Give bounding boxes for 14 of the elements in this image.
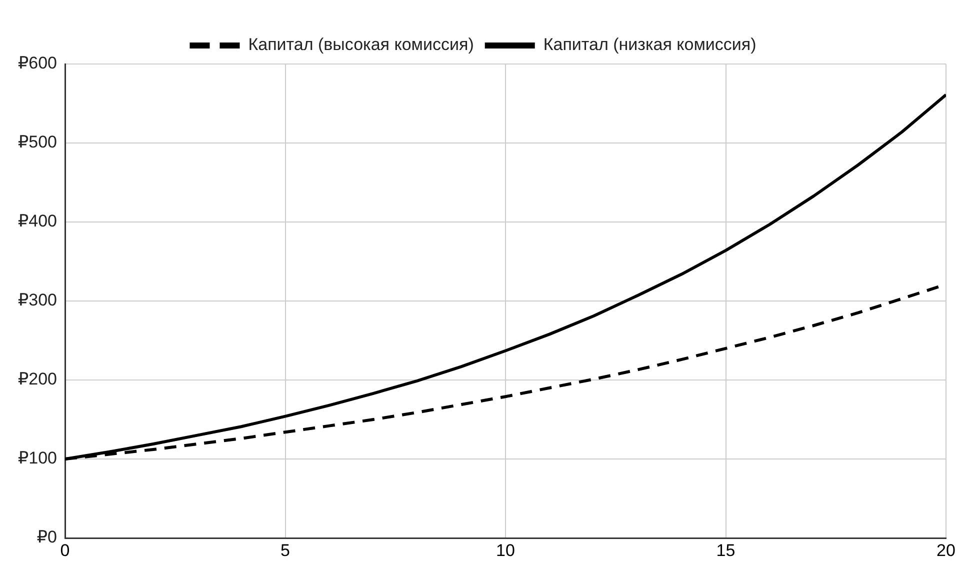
y-tick-label: ₽500	[18, 132, 57, 152]
x-tick-label: 10	[496, 540, 515, 560]
legend-label: Капитал (высокая комиссия)	[248, 35, 474, 54]
y-tick-label: ₽300	[18, 290, 57, 310]
y-tick-label: ₽100	[18, 448, 57, 468]
x-tick-label: 20	[936, 540, 956, 560]
legend-label: Капитал (низкая комиссия)	[543, 35, 756, 54]
x-tick-label: 5	[280, 540, 290, 560]
x-tick-label: 0	[60, 540, 70, 560]
y-tick-label: ₽0	[36, 528, 57, 547]
x-tick-label: 15	[716, 540, 736, 560]
y-tick-label: ₽600	[18, 54, 57, 73]
y-tick-label: ₽400	[18, 212, 57, 231]
y-tick-label: ₽200	[18, 370, 57, 389]
